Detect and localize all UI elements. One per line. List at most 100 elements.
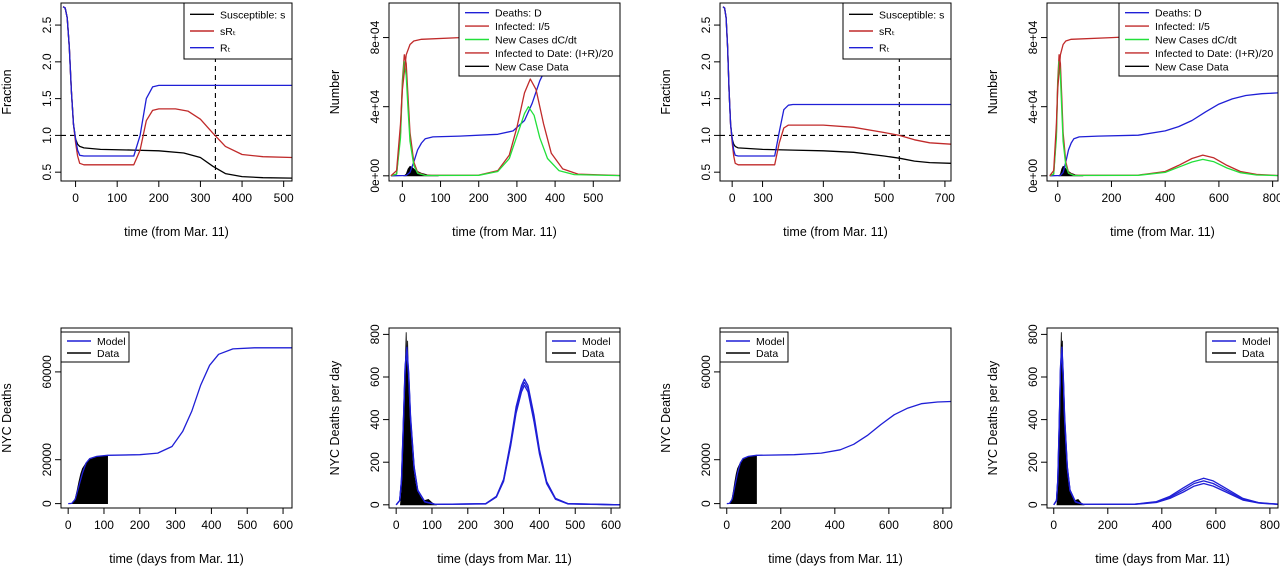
- legend-label: New Cases dC/dt: [1155, 35, 1237, 47]
- x-tick-label: 500: [583, 191, 603, 205]
- y-tick-label: 800: [1026, 324, 1040, 344]
- y-tick-label: 20000: [699, 443, 713, 477]
- x-tick-label: 0: [72, 191, 79, 205]
- legend-label: Susceptible: s: [220, 9, 285, 21]
- y-axis-label: NYC Deaths per day: [986, 360, 1000, 475]
- y-tick-label: 60000: [40, 355, 54, 389]
- data-area: [728, 454, 757, 505]
- x-tick-label: 500: [874, 191, 894, 205]
- panel-p3: 0 100 300 500 700 0.5 1.0 1.5 2.0 2.5 time (from M…: [659, 2, 955, 239]
- x-axis-label: time (from Mar. 11): [452, 225, 557, 239]
- x-tick-label: 0: [399, 191, 406, 205]
- x-axis-label: time (days from Mar. 11): [109, 552, 244, 566]
- plot-area: [720, 3, 951, 181]
- x-axis-label: time (days from Mar. 11): [437, 552, 572, 566]
- y-tick-label: 1.5: [699, 90, 713, 107]
- y-tick-label: 1.0: [40, 127, 54, 144]
- x-tick-label: 800: [933, 518, 953, 532]
- legend-label: Model: [97, 336, 126, 348]
- x-tick-label: 700: [935, 191, 955, 205]
- panel-p7: 0 200 400 600 800 0 20000 60000 time (days from …: [659, 327, 953, 566]
- x-tick-label: 300: [813, 191, 833, 205]
- legend-label: Data: [97, 348, 119, 360]
- panel-p1: 0 100 200 300 400 500 0.5 1.0 1.5 2.0 2.5 time (fro…: [0, 2, 294, 239]
- legend-label: Data: [1242, 348, 1264, 360]
- x-axis-label: time (days from Mar. 11): [768, 552, 903, 566]
- legend-label: Deaths: D: [495, 8, 542, 20]
- plot-area: [1053, 332, 1278, 506]
- x-tick-label: 400: [1155, 191, 1175, 205]
- x-tick-label: 600: [273, 518, 293, 532]
- y-axis-label: Number: [986, 70, 1000, 114]
- legend-label: Model: [1242, 336, 1271, 348]
- x-tick-label: 500: [565, 518, 585, 532]
- x-tick-label: 100: [431, 191, 451, 205]
- legend: Susceptible: s sRₜ Rₜ: [183, 2, 293, 60]
- x-tick-label: 800: [1260, 518, 1280, 532]
- x-tick-label: 500: [237, 518, 257, 532]
- x-tick-label: 300: [190, 191, 210, 205]
- legend-label: New Cases dC/dt: [495, 35, 577, 47]
- legend-label: Data: [756, 348, 778, 360]
- panel-p4: 0 200 400 600 800 0e+00 4e+04 8e+04 time (from M…: [986, 2, 1280, 239]
- series-line-2: [390, 61, 620, 177]
- y-axis-label: Fraction: [659, 69, 673, 114]
- y-tick-label: 0: [699, 500, 713, 507]
- y-tick-label: 8e+04: [368, 20, 382, 54]
- x-tick-label: 300: [507, 191, 527, 205]
- plot-frame: [1046, 327, 1279, 509]
- legend-label: Deaths: D: [1155, 8, 1202, 20]
- legend-label: Model: [582, 336, 611, 348]
- series-line-2: [1049, 61, 1278, 177]
- y-tick-label: 800: [368, 324, 382, 344]
- y-tick-label: 0e+00: [1026, 159, 1040, 193]
- plot-frame: [60, 327, 293, 509]
- y-tick-label: 1.5: [40, 90, 54, 107]
- x-tick-label: 400: [1152, 518, 1172, 532]
- y-axis-label: NYC Deaths: [659, 383, 673, 452]
- x-axis-label: time (from Mar. 11): [1110, 225, 1215, 239]
- plot-area: [395, 332, 620, 506]
- x-tick-label: 100: [753, 191, 773, 205]
- x-tick-label: 400: [825, 518, 845, 532]
- x-tick-label: 300: [166, 518, 186, 532]
- x-tick-label: 400: [545, 191, 565, 205]
- legend-label: Susceptible: s: [879, 9, 944, 21]
- y-tick-label: 0: [40, 500, 54, 507]
- y-tick-label: 2.0: [40, 53, 54, 70]
- y-tick-label: 200: [1026, 452, 1040, 472]
- legend: Susceptible: s sRₜ Rₜ: [842, 2, 952, 60]
- y-tick-label: 4e+04: [368, 90, 382, 124]
- x-axis-label: time (from Mar. 11): [124, 225, 229, 239]
- x-tick-label: 0: [393, 518, 400, 532]
- x-tick-label: 600: [601, 518, 621, 532]
- y-tick-label: 400: [368, 409, 382, 429]
- x-tick-label: 600: [1209, 191, 1229, 205]
- y-axis-label: Fraction: [0, 69, 14, 114]
- x-tick-label: 0: [1054, 191, 1061, 205]
- legend-label: Infected: I/5: [495, 21, 550, 33]
- y-tick-label: 2.0: [699, 53, 713, 70]
- x-tick-label: 100: [422, 518, 442, 532]
- legend-label: New Case Data: [1155, 61, 1229, 73]
- plot-frame: [719, 2, 952, 182]
- x-tick-label: 0: [1050, 518, 1057, 532]
- series-line-0: [1053, 346, 1278, 506]
- panel-p5: 0 100 200 300 400 500 600 0 20000 60000 time (days…: [0, 327, 293, 566]
- x-tick-label: 100: [94, 518, 114, 532]
- x-tick-label: 500: [274, 191, 294, 205]
- y-tick-label: 8e+04: [1026, 20, 1040, 54]
- plot-area: [726, 400, 951, 505]
- y-tick-label: 0: [1026, 501, 1040, 508]
- y-tick-label: 200: [368, 452, 382, 472]
- legend-label: Rₜ: [879, 43, 890, 55]
- legend-box: [545, 331, 621, 363]
- legend-label: Rₜ: [220, 43, 231, 55]
- plot-frame: [719, 327, 952, 509]
- series-line-2: [1053, 350, 1278, 506]
